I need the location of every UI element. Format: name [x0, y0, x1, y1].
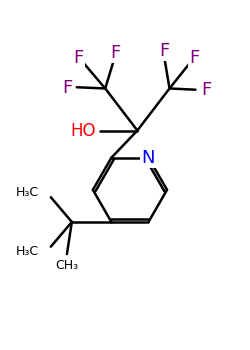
Text: H₃C: H₃C	[15, 245, 38, 258]
Text: HO: HO	[70, 121, 96, 140]
Text: F: F	[110, 44, 120, 62]
Text: F: F	[62, 79, 72, 97]
Text: F: F	[73, 49, 83, 66]
Text: H₃C: H₃C	[15, 186, 38, 199]
Text: F: F	[189, 49, 199, 66]
Text: F: F	[160, 42, 170, 60]
Text: F: F	[202, 82, 212, 99]
Text: CH₃: CH₃	[55, 259, 78, 272]
Text: N: N	[142, 149, 155, 167]
